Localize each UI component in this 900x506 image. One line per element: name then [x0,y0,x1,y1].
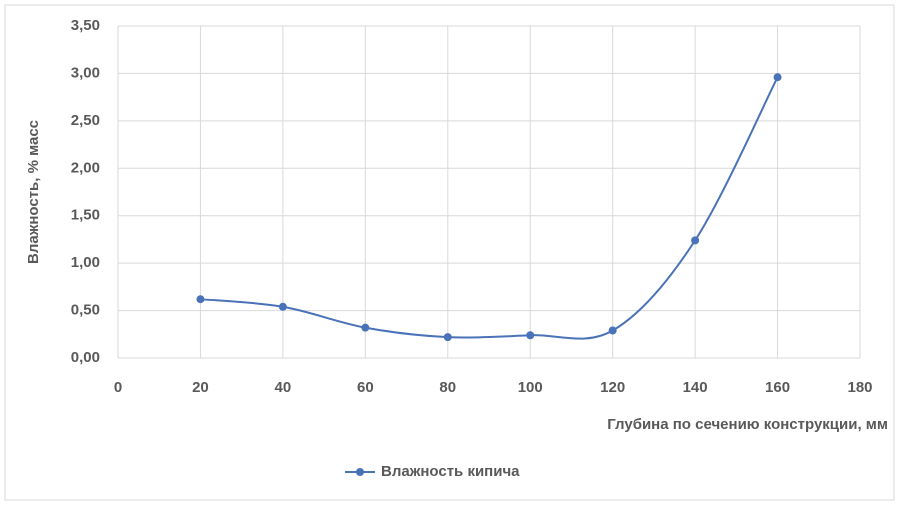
x-tick-label: 140 [683,379,708,396]
point [773,73,782,82]
chart-border [4,4,895,501]
y-tick-label: 1,50 [71,207,100,224]
point [196,295,205,304]
legend-label: Влажность кипича [381,463,520,480]
y-tick-label: 3,50 [71,17,100,34]
x-tick-label: 20 [192,379,209,396]
y-axis-title: Влажность, % масс [25,120,42,264]
x-tick-label: 160 [765,379,790,396]
x-tick-label: 100 [518,379,543,396]
x-tick-label: 120 [600,379,625,396]
point [526,331,535,340]
y-tick-label: 2,00 [71,159,100,176]
point [278,302,287,311]
y-tick-label: 0,00 [71,349,100,366]
point [608,326,617,335]
point [691,236,700,245]
y-tick-label: 1,00 [71,254,100,271]
point [443,333,452,342]
y-tick-label: 2,50 [71,112,100,129]
y-tick-label: 0,50 [71,302,100,319]
x-tick-label: 0 [114,379,122,396]
x-tick-label: 180 [847,379,872,396]
x-tick-label: 80 [439,379,456,396]
legend-marker [356,468,364,476]
x-axis-title: Глубина по сечению конструкции, мм [607,416,888,433]
x-tick-label: 40 [275,379,292,396]
point [361,323,370,332]
y-tick-label: 3,00 [71,64,100,81]
x-tick-label: 60 [357,379,374,396]
